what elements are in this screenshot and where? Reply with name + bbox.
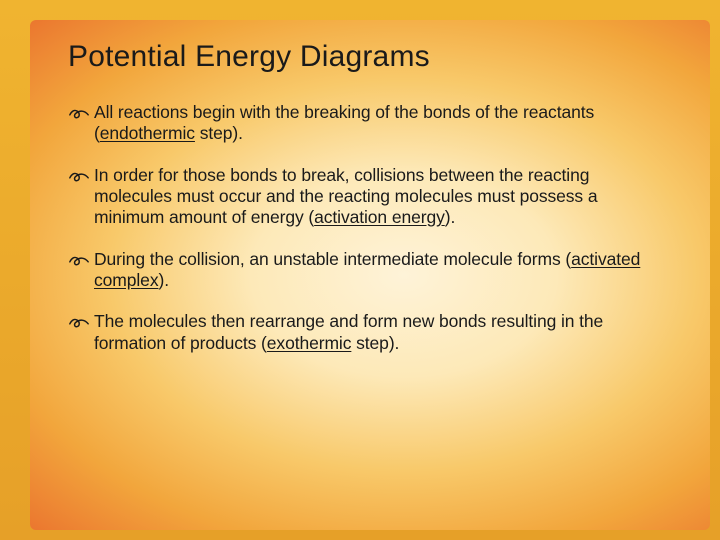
- list-item: All reactions begin with the breaking of…: [68, 102, 660, 145]
- curly-loop-icon: [68, 249, 90, 271]
- bullet-list: All reactions begin with the breaking of…: [68, 102, 660, 354]
- bullet-text-underlined: endothermic: [100, 123, 195, 143]
- bullet-text-post: ).: [445, 207, 456, 227]
- curly-loop-icon: [68, 165, 90, 187]
- bullet-text-post: step).: [351, 333, 399, 353]
- curly-loop-icon: [68, 102, 90, 124]
- slide-title: Potential Energy Diagrams: [68, 40, 660, 74]
- bullet-text-post: step).: [195, 123, 243, 143]
- bullet-text-pre: During the collision, an unstable interm…: [94, 249, 571, 269]
- list-item: During the collision, an unstable interm…: [68, 249, 660, 292]
- list-item: In order for those bonds to break, colli…: [68, 165, 660, 229]
- curly-loop-icon: [68, 311, 90, 333]
- bullet-text-underlined: activation energy: [314, 207, 445, 227]
- slide-content: Potential Energy Diagrams All reactions …: [68, 40, 660, 374]
- bullet-text-underlined: exothermic: [267, 333, 352, 353]
- bullet-text-post: ).: [158, 270, 169, 290]
- list-item: The molecules then rearrange and form ne…: [68, 311, 660, 354]
